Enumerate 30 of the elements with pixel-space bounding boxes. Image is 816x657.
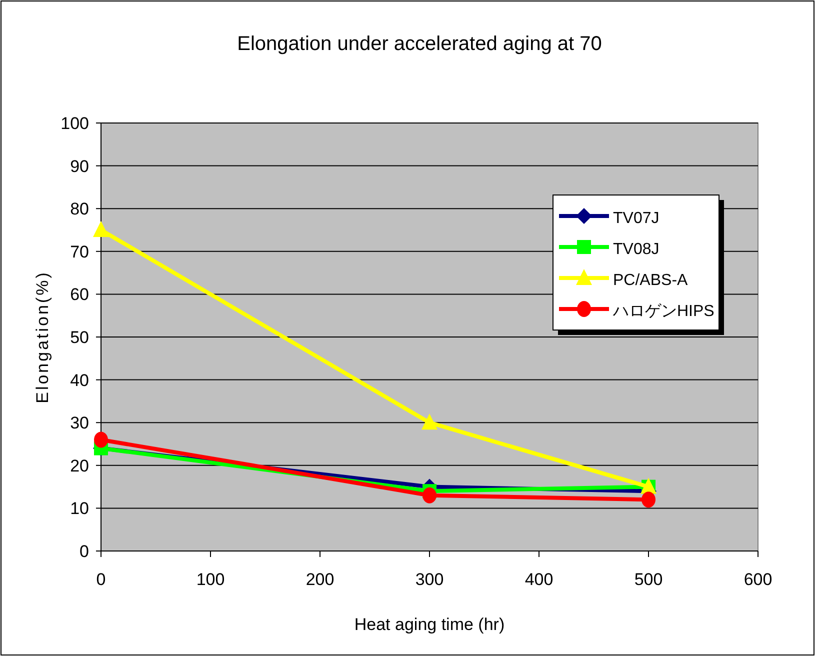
y-tick-label: 40 <box>70 370 89 390</box>
point <box>642 492 656 508</box>
point <box>94 432 108 448</box>
y-tick-label: 100 <box>60 114 89 133</box>
legend-label: TV08J <box>613 241 660 258</box>
y-tick-label: 80 <box>70 200 89 219</box>
y-tick-label: 70 <box>70 242 89 262</box>
y-tick-label: 50 <box>70 328 89 347</box>
y-tick-label: 10 <box>70 499 89 518</box>
legend-label: PC/ABS-A <box>613 272 688 289</box>
x-tick-label: 400 <box>524 570 554 589</box>
chart-title: Elongation under accelerated aging at 70 <box>237 33 602 55</box>
x-tick-label: 600 <box>744 570 772 589</box>
x-tick-label: 100 <box>196 570 225 589</box>
x-tick-label: 300 <box>415 570 444 589</box>
y-tick-label: 90 <box>70 156 89 176</box>
legend-label: TV07J <box>613 210 660 227</box>
point <box>422 414 438 430</box>
y-tick-label: 20 <box>70 456 89 476</box>
x-tick-label: 200 <box>306 570 334 589</box>
y-tick-label: 30 <box>70 414 89 433</box>
y-tick-label: 0 <box>80 542 89 561</box>
point <box>422 487 436 504</box>
x-tick-label: 0 <box>96 570 106 589</box>
x-tick-label: 500 <box>634 570 663 589</box>
point <box>93 221 109 237</box>
y-tick-label: 60 <box>70 285 89 304</box>
x-axis-title: Heat aging time (hr) <box>354 615 505 634</box>
legend-label: ハロゲンHIPS <box>612 303 714 320</box>
y-axis-title: Elongation(%) <box>33 270 52 404</box>
